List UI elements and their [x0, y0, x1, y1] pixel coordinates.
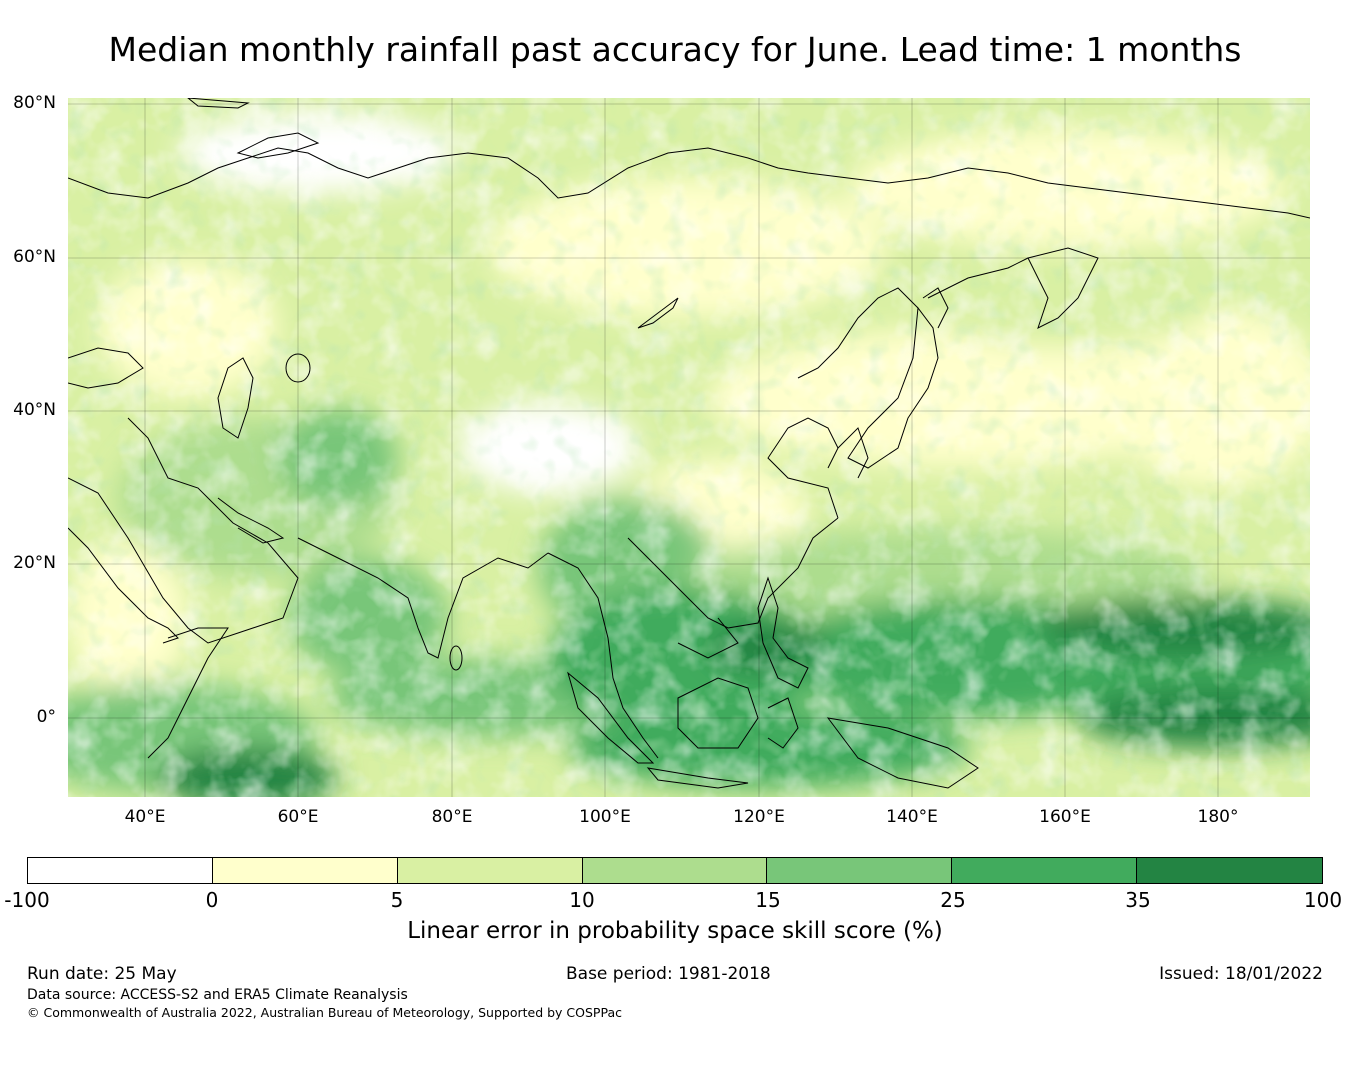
colorbar-label: Linear error in probability space skill … — [407, 918, 943, 944]
colorbar-tick: 0 — [205, 888, 219, 912]
skill-score-map — [68, 98, 1310, 797]
lon-label-100e: 100°E — [579, 807, 631, 827]
map-canvas — [68, 98, 1310, 797]
lon-label-80e: 80°E — [431, 807, 473, 827]
colorbar-segment — [397, 858, 583, 883]
lat-label-20n: 20°N — [13, 553, 56, 573]
colorbar-tick: 100 — [1303, 888, 1343, 912]
lat-label-0: 0° — [36, 707, 56, 727]
colorbar-segment — [767, 858, 953, 883]
colorbar-segment — [952, 858, 1138, 883]
colorbar-segment — [1137, 858, 1322, 883]
colorbar-segment — [28, 858, 213, 883]
base-period: Base period: 1981-2018 — [566, 964, 771, 984]
lon-label-60e: 60°E — [277, 807, 319, 827]
colorbar-tick: 10 — [569, 888, 595, 912]
colorbar-segment — [582, 858, 768, 883]
colorbar — [27, 857, 1323, 884]
lon-label-40e: 40°E — [124, 807, 166, 827]
map-title: Median monthly rainfall past accuracy fo… — [108, 30, 1242, 69]
coastlines — [68, 98, 1310, 789]
lat-label-80n: 80°N — [13, 93, 56, 113]
colorbar-tick: 25 — [940, 888, 966, 912]
lat-label-60n: 60°N — [13, 247, 56, 267]
graticule — [68, 98, 1310, 797]
run-date: Run date: 25 May — [27, 964, 177, 984]
colorbar-tick: -100 — [4, 888, 50, 912]
lon-label-140e: 140°E — [886, 807, 938, 827]
colorbar-tick: 15 — [755, 888, 781, 912]
lon-label-120e: 120°E — [733, 807, 785, 827]
copyright: © Commonwealth of Australia 2022, Austra… — [27, 1005, 622, 1020]
lon-label-180: 180° — [1197, 807, 1239, 827]
colorbar-tick: 5 — [390, 888, 404, 912]
colorbar-segment — [212, 858, 398, 883]
lon-label-160e: 160°E — [1039, 807, 1091, 827]
issued-date: Issued: 18/01/2022 — [1159, 964, 1323, 984]
lat-label-40n: 40°N — [13, 400, 56, 420]
data-source: Data source: ACCESS-S2 and ERA5 Climate … — [27, 987, 408, 1003]
colorbar-tick: 35 — [1125, 888, 1151, 912]
